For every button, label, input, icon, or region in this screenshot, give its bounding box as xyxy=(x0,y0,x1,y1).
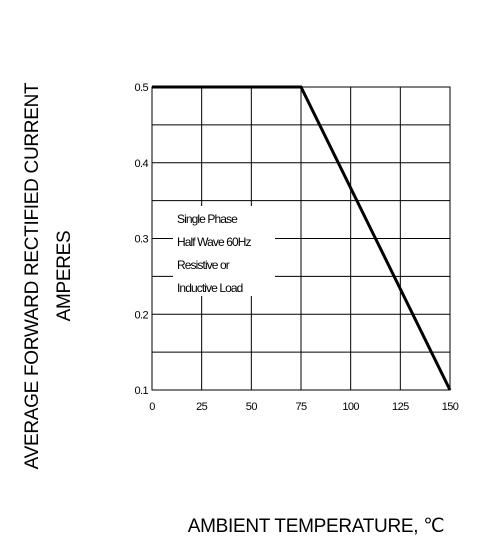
x-tick-label: 75 xyxy=(295,401,307,413)
annotation-line: Single Phase xyxy=(177,212,238,226)
x-tick-label: 0 xyxy=(149,401,155,413)
annotation-background xyxy=(173,206,275,296)
y-axis-title-line-2: AMPERES xyxy=(54,231,75,322)
annotation-line: Inductive Load xyxy=(177,281,243,295)
annotation-box: Single Phase Half Wave 60Hz Resistive or In… xyxy=(173,206,275,296)
series-layer xyxy=(152,85,452,391)
x-axis-title: AMBIENT TEMPERATURE, ℃ xyxy=(188,516,445,537)
x-tick-label: 25 xyxy=(196,401,208,413)
annotation-line: Resistive or xyxy=(177,258,230,272)
y-axis-title-line-1: AVERAGE FORWARD RECTIFIED CURRENT xyxy=(22,82,43,469)
derating-curve xyxy=(152,85,452,391)
tick-layer: 0 25 50 75 100 125 150 0.1 0.2 0.3 0.4 0.5 xyxy=(135,82,460,413)
annotation-line: Half Wave 60Hz xyxy=(177,235,252,249)
x-tick-label: 150 xyxy=(442,401,459,413)
grid-layer xyxy=(152,87,450,390)
y-tick-label: 0.1 xyxy=(135,385,149,397)
y-tick-label: 0.5 xyxy=(135,82,149,94)
x-tick-label: 125 xyxy=(392,401,409,413)
x-tick-label: 100 xyxy=(342,401,359,413)
y-tick-label: 0.3 xyxy=(135,234,149,246)
y-tick-label: 0.2 xyxy=(135,309,149,321)
x-tick-label: 50 xyxy=(246,401,258,413)
y-tick-label: 0.4 xyxy=(135,158,149,170)
